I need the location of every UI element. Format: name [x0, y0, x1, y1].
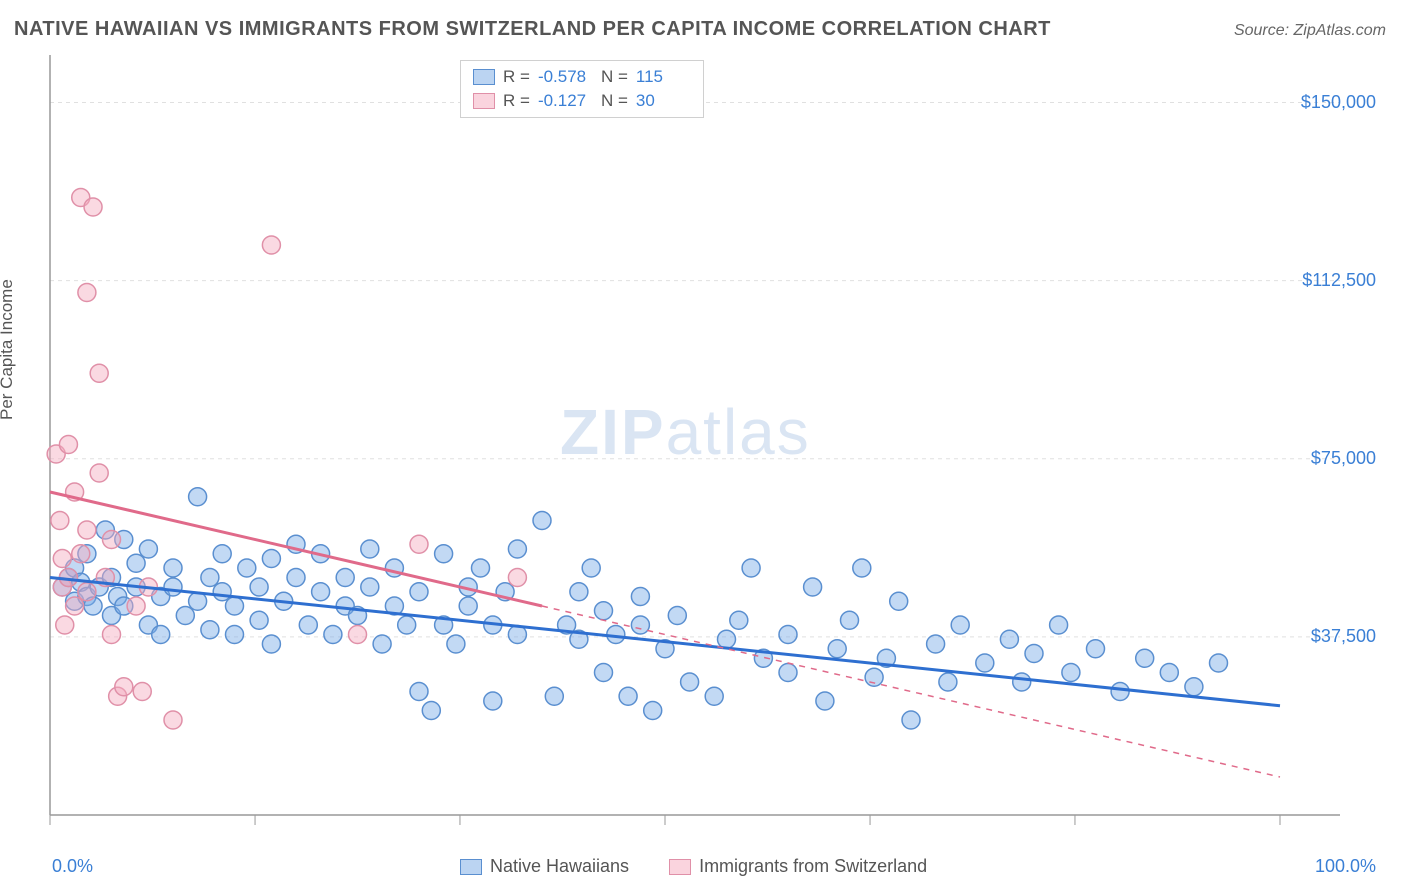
watermark-bold: ZIP — [560, 396, 666, 468]
r-value: -0.127 — [538, 91, 593, 111]
watermark: ZIPatlas — [560, 395, 811, 469]
n-value: 30 — [636, 91, 691, 111]
r-value: -0.578 — [538, 67, 593, 87]
legend-item: Immigrants from Switzerland — [669, 856, 927, 877]
legend-label: Immigrants from Switzerland — [699, 856, 927, 877]
y-tick-label: $37,500 — [1311, 626, 1376, 647]
x-axis-max-label: 100.0% — [1315, 856, 1376, 877]
y-tick-label: $75,000 — [1311, 448, 1376, 469]
legend-swatch — [669, 859, 691, 875]
legend-swatch — [473, 93, 495, 109]
r-label: R = — [503, 91, 530, 111]
legend-swatch — [460, 859, 482, 875]
n-label: N = — [601, 67, 628, 87]
x-axis-min-label: 0.0% — [52, 856, 93, 877]
n-value: 115 — [636, 67, 691, 87]
legend-row: R = -0.578 N = 115 — [473, 65, 691, 89]
legend-row: R = -0.127 N = 30 — [473, 89, 691, 113]
legend-swatch — [473, 69, 495, 85]
y-tick-label: $112,500 — [1302, 270, 1376, 291]
n-label: N = — [601, 91, 628, 111]
correlation-legend: R = -0.578 N = 115 R = -0.127 N = 30 — [460, 60, 704, 118]
legend-item: Native Hawaiians — [460, 856, 629, 877]
series-legend: Native Hawaiians Immigrants from Switzerl… — [460, 856, 927, 877]
r-label: R = — [503, 67, 530, 87]
watermark-light: atlas — [666, 396, 811, 468]
legend-label: Native Hawaiians — [490, 856, 629, 877]
y-tick-label: $150,000 — [1301, 92, 1376, 113]
